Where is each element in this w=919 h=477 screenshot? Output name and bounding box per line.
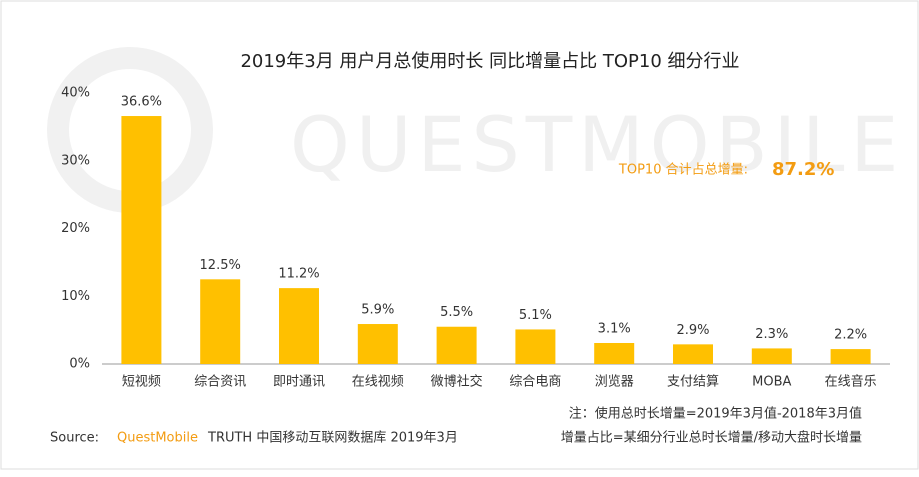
value-label: 36.6% [121,95,162,110]
watermark: QUESTMOBILE [290,100,904,189]
x-tick-label: 即时通讯 [273,375,325,390]
bar [673,344,713,364]
value-label: 2.9% [676,323,709,338]
bar [515,329,556,364]
x-tick-label: 短视频 [122,375,161,390]
value-label: 5.5% [440,305,473,320]
source-brand: QuestMobile [117,431,198,446]
value-label: 12.5% [200,258,241,273]
x-tick-label: 在线视频 [352,375,404,390]
bar [751,348,792,364]
y-tick-label: 30% [61,153,90,168]
bar [200,279,241,364]
y-tick-label: 40% [61,86,90,101]
y-tick-label: 0% [69,357,90,372]
bar [594,342,635,364]
source-text: TRUTH 中国移动互联网数据库 2019年3月 [207,430,458,446]
x-tick-label: 支付结算 [667,375,719,390]
x-tick-label: 综合电商 [509,375,561,390]
note: 注：使用总时长增量=2019年3月值-2018年3月值 [569,406,862,422]
source-label: Source: [50,431,99,446]
annotation-label: TOP10 合计占总增量: [618,163,748,178]
bar [436,326,477,364]
x-tick-label: 在线音乐 [825,374,877,390]
note: 增量占比=某细分行业总时长增量/移动大盘时长增量 [561,430,862,446]
value-label: 3.1% [598,321,631,336]
x-tick-label: 微博社交 [431,374,483,390]
bar [279,288,319,364]
bar [121,116,162,364]
chart-title: 2019年3月 用户月总使用时长 同比增量占比 TOP10 细分行业 [240,51,739,72]
x-tick-label: 浏览器 [595,374,634,390]
y-tick-label: 10% [61,289,90,304]
value-label: 2.2% [834,328,867,343]
value-label: 2.3% [755,327,788,342]
value-label: 5.1% [519,308,552,323]
x-tick-label: 综合资讯 [194,375,246,390]
value-label: 5.9% [361,303,394,318]
bar [357,324,398,364]
value-label: 11.2% [278,267,319,282]
y-tick-label: 20% [61,221,90,236]
bar [830,349,871,364]
annotation-value: 87.2% [772,159,834,180]
x-tick-label: MOBA [752,375,791,390]
